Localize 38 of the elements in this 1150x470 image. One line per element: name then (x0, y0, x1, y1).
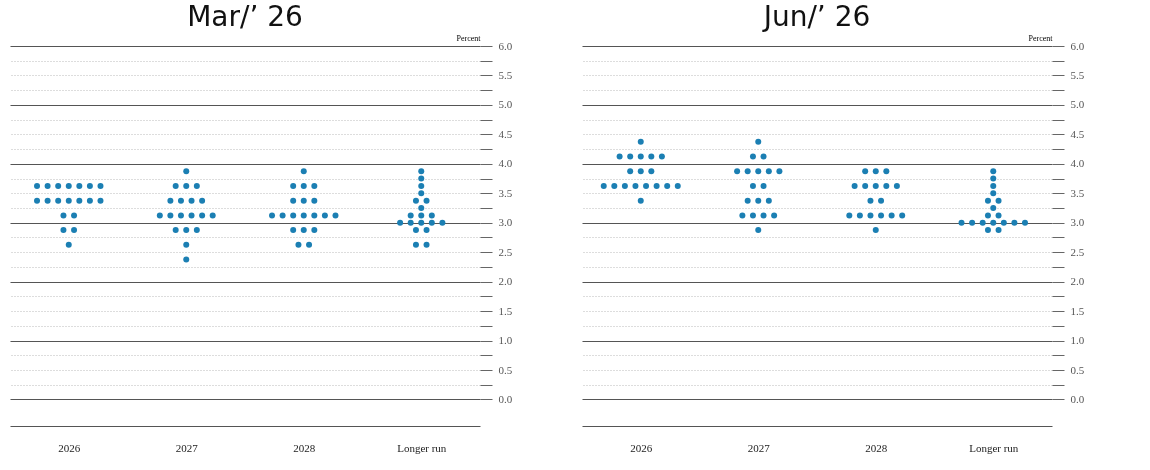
y-tick-label: 1.5 (1070, 304, 1085, 317)
y-tick-label: 0.0 (1070, 392, 1085, 405)
y-tick-label: 3.0 (498, 216, 513, 229)
y-tick-label: 0.0 (498, 392, 513, 405)
y-tick-label: 5.5 (1070, 68, 1085, 81)
x-tick-label: Longer run (969, 441, 1019, 454)
y-tick-label: 1.0 (1070, 334, 1085, 347)
chart-title: Mar/’ 26 (187, 0, 303, 33)
y-tick-label: 4.0 (1070, 157, 1085, 170)
x-tick-label: 2027 (747, 441, 771, 454)
y-tick-label: 2.5 (1070, 245, 1085, 258)
y-axis-title: Percent (1028, 33, 1054, 43)
chart-title: Jun/’ 26 (761, 0, 871, 33)
y-tick-label: 1.0 (498, 334, 513, 347)
y-tick-label: 4.5 (1070, 127, 1085, 140)
y-tick-label: 3.5 (498, 186, 513, 199)
x-tick-label: 2028 (293, 441, 316, 454)
y-tick-label: 6.0 (498, 39, 513, 52)
x-tick-label: 2026 (630, 441, 653, 454)
x-tick-label: 2026 (58, 441, 81, 454)
y-axis-title: Percent (456, 33, 482, 43)
y-tick-label: 0.5 (498, 363, 513, 376)
x-tick-label: Longer run (397, 441, 447, 454)
y-tick-label: 5.0 (498, 98, 513, 111)
y-tick-label: 2.5 (498, 245, 513, 258)
y-tick-label: 2.0 (1070, 275, 1085, 288)
x-tick-label: 2028 (865, 441, 888, 454)
y-tick-label: 2.0 (498, 275, 513, 288)
y-tick-label: 6.0 (1070, 39, 1085, 52)
y-tick-label: 1.5 (498, 304, 513, 317)
x-tick-label: 2027 (175, 441, 199, 454)
y-tick-label: 5.0 (1070, 98, 1085, 111)
y-tick-label: 4.0 (498, 157, 513, 170)
y-tick-label: 4.5 (498, 127, 513, 140)
y-tick-label: 3.0 (1070, 216, 1085, 229)
y-tick-label: 5.5 (498, 68, 513, 81)
y-tick-label: 3.5 (1070, 186, 1085, 199)
y-tick-label: 0.5 (1070, 363, 1085, 376)
